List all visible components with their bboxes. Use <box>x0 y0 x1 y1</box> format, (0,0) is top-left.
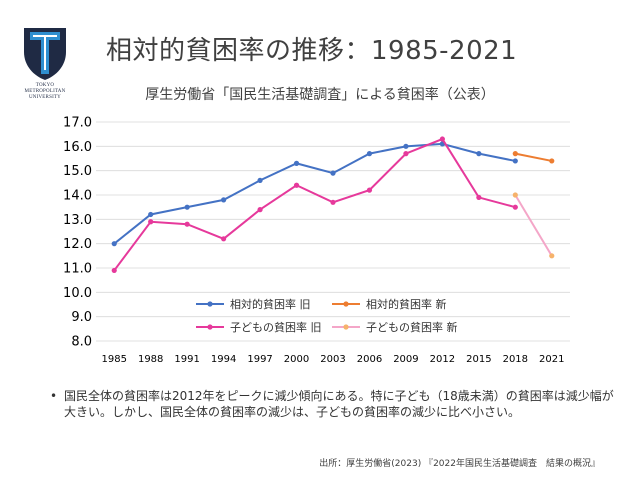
series-line <box>514 194 553 257</box>
y-tick-label: 14.0 <box>63 189 92 204</box>
data-point <box>221 236 227 242</box>
page-title: 相対的貧困率の推移：1985-2021 <box>106 36 518 66</box>
x-tick-label: 1997 <box>247 354 272 365</box>
y-tick-label: 8.0 <box>71 335 92 350</box>
data-point <box>293 182 300 188</box>
x-tick-label: 2021 <box>539 354 564 365</box>
data-point <box>403 151 409 157</box>
x-tick-label: 2009 <box>393 354 418 365</box>
data-point <box>512 192 518 198</box>
series-line <box>515 152 552 162</box>
source-citation: 出所：厚生労働省(2023) 『2022年国民生活基礎調査 結果の概況』 <box>319 459 600 469</box>
data-point <box>512 158 518 164</box>
data-point <box>476 151 482 157</box>
x-tick-label: 2006 <box>357 354 382 365</box>
data-point <box>439 136 445 142</box>
legend-label: 相対的貧困率 旧 <box>230 297 311 311</box>
x-tick-label: 1991 <box>174 354 199 365</box>
summary-note: • 国民全体の貧困率は2012年をピークに減少傾向にある。特に子ども（18歳未満… <box>50 388 616 420</box>
legend-marker <box>343 324 349 330</box>
y-tick-label: 10.0 <box>63 286 92 301</box>
x-tick-label: 2012 <box>430 354 455 365</box>
legend-marker <box>207 301 213 307</box>
data-point <box>111 267 117 274</box>
series-line <box>113 137 516 272</box>
data-point <box>366 151 373 157</box>
data-point <box>221 197 227 203</box>
legend-label: 子どもの貧困率 新 <box>366 320 458 334</box>
data-point <box>366 187 373 193</box>
legend-label: 子どもの貧困率 旧 <box>230 320 322 334</box>
logo-text-2: METROPOLITAN <box>24 89 66 94</box>
shield-icon <box>24 28 66 80</box>
logo-text-1: TOKYO <box>35 83 55 88</box>
data-point <box>512 151 518 157</box>
x-tick-label: 2015 <box>466 354 491 365</box>
x-tick-label: 2000 <box>284 354 309 365</box>
university-logo: TOKYO METROPOLITAN UNIVERSITY <box>18 26 72 102</box>
data-point <box>476 194 482 201</box>
chart-title: 厚生労働省「国民生活基礎調査」による貧困率（公表） <box>145 87 495 103</box>
legend-marker <box>343 301 349 307</box>
data-point <box>257 177 263 183</box>
data-point <box>330 170 336 176</box>
x-tick-label: 2003 <box>320 354 345 365</box>
data-point <box>257 207 263 213</box>
legend-marker <box>207 324 213 330</box>
y-tick-label: 16.0 <box>63 140 92 155</box>
y-tick-label: 11.0 <box>63 262 92 277</box>
data-point <box>549 253 555 259</box>
legend-label: 相対的貧困率 新 <box>366 297 447 311</box>
data-point <box>148 219 154 225</box>
series-line <box>113 142 516 245</box>
data-point <box>512 204 518 210</box>
y-tick-label: 9.0 <box>71 310 92 325</box>
data-point <box>148 211 154 218</box>
data-point <box>330 199 336 205</box>
y-tick-label: 15.0 <box>63 164 92 179</box>
y-tick-label: 12.0 <box>63 237 92 252</box>
data-point <box>184 204 190 210</box>
x-tick-label: 1985 <box>102 354 127 365</box>
x-tick-label: 1994 <box>211 354 236 365</box>
x-tick-label: 2018 <box>503 354 528 365</box>
logo-text-3: UNIVERSITY <box>29 95 61 100</box>
x-tick-label: 1988 <box>138 354 163 365</box>
data-point <box>549 158 555 164</box>
data-point <box>184 221 190 227</box>
data-point <box>111 241 117 247</box>
data-point <box>293 160 300 166</box>
y-tick-label: 17.0 <box>63 116 92 131</box>
bullet-marker: • <box>50 389 58 403</box>
y-tick-label: 13.0 <box>63 213 92 228</box>
summary-text: 国民全体の貧困率は2012年をピークに減少傾向にある。特に子ども（18歳未満）の… <box>64 389 614 419</box>
data-point <box>403 143 409 149</box>
